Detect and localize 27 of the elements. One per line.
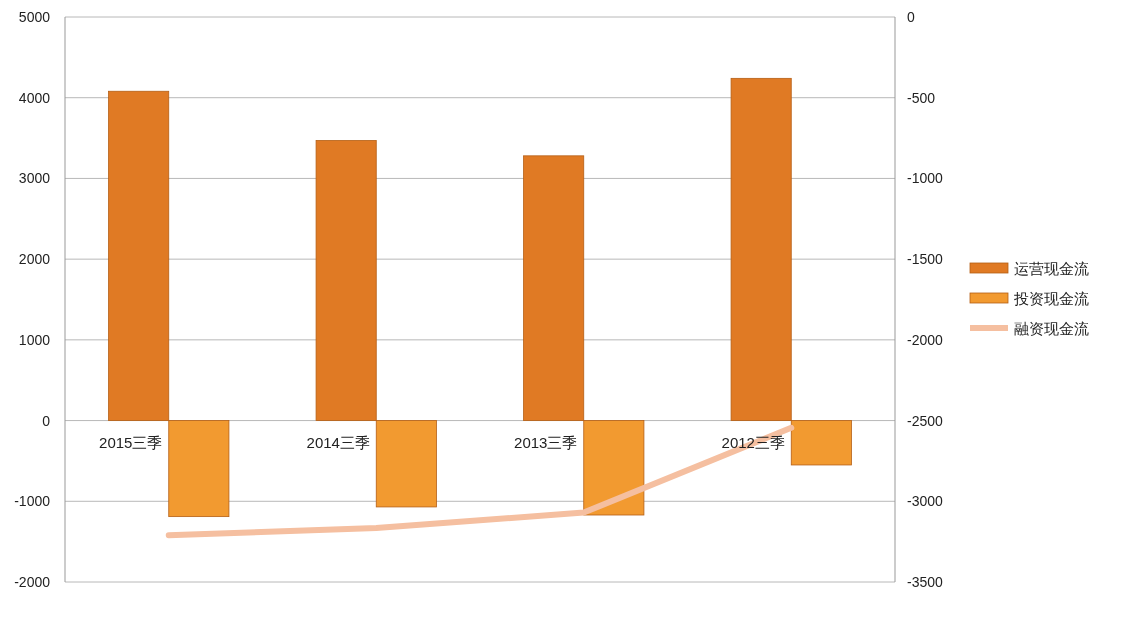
y-tick-label: 5000: [18, 9, 51, 25]
bar: [790, 420, 852, 466]
y-tick-label: 3000: [18, 170, 51, 187]
y2-tick-label: -2500: [907, 412, 944, 429]
y2-tick-label: -3000: [907, 493, 944, 510]
x-tick-label: 2013三季: [514, 433, 578, 451]
legend-label: 融资现金流: [1014, 320, 1089, 337]
x-tick-label: 2015三季: [99, 433, 163, 451]
y-tick-label: 2000: [18, 251, 51, 268]
y2-tick-label: -2000: [907, 331, 944, 348]
bar: [168, 420, 230, 518]
bar: [375, 420, 437, 508]
y2-tick-label: -500: [907, 89, 936, 106]
y-tick-label: 1000: [18, 331, 51, 348]
y2-tick-label: 0: [907, 9, 915, 25]
y-tick-label: -1000: [14, 493, 51, 510]
legend-label: 运营现金流: [1014, 260, 1089, 277]
legend-label: 投资现金流: [1013, 290, 1089, 307]
y2-tick-label: -1500: [907, 251, 944, 268]
y-tick-label: -2000: [14, 574, 51, 590]
y-tick-label: 0: [42, 412, 51, 429]
y2-tick-label: -3500: [907, 574, 944, 590]
y-tick-label: 4000: [18, 89, 51, 106]
x-tick-label: 2014三季: [306, 433, 370, 451]
bar: [583, 420, 645, 516]
x-tick-label: 2012三季: [721, 433, 785, 451]
y2-tick-label: -1000: [907, 170, 944, 187]
